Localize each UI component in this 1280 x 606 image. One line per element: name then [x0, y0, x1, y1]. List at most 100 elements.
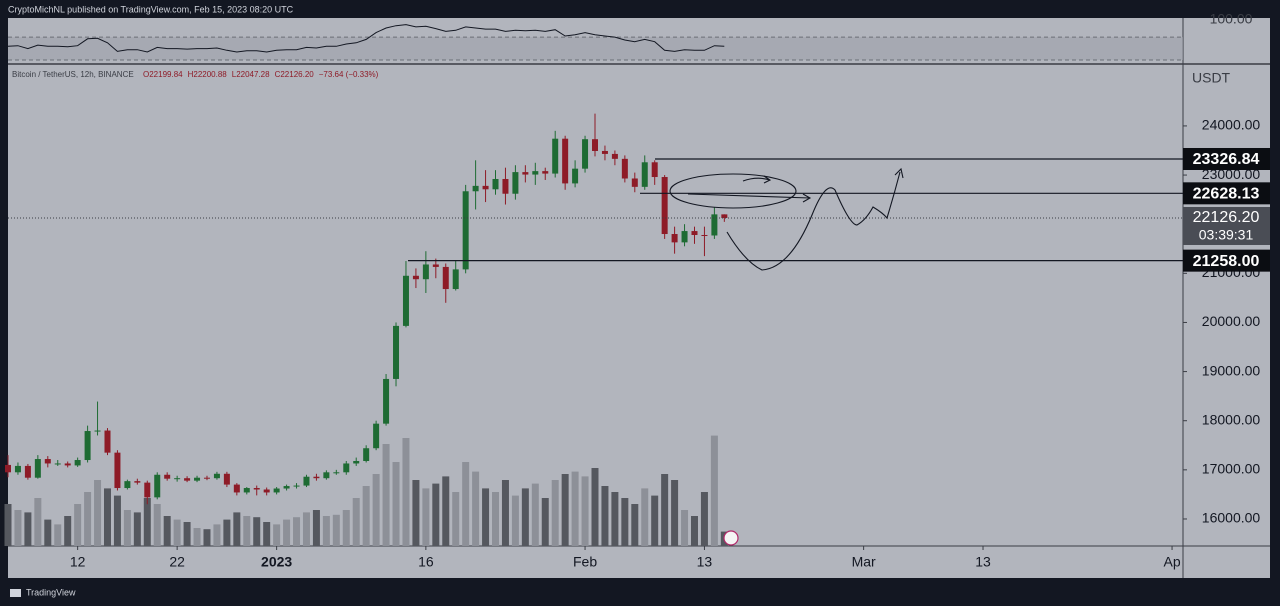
level-badge — [1183, 249, 1270, 272]
ohlc-legend: −73.64 (−0.33%) — [319, 70, 379, 79]
candle-body — [611, 153, 618, 159]
rsi-tick-label: 100.00 — [1210, 11, 1253, 27]
event-icon — [723, 530, 739, 546]
candle-body — [74, 460, 81, 466]
volume-bar — [362, 486, 370, 546]
volume-bar — [193, 528, 201, 546]
x-tick-label: Ap — [1163, 554, 1180, 570]
volume-bar — [273, 524, 281, 546]
ohlc-legend: C22126.20 — [275, 70, 315, 79]
rsi-line — [7, 24, 725, 53]
volume-bar — [561, 474, 569, 546]
volume-bar — [531, 483, 539, 546]
candle-body — [44, 459, 51, 464]
arrow-drawing — [742, 175, 772, 184]
candle-body — [512, 172, 519, 194]
volume-bar — [452, 492, 460, 546]
volume-bar — [203, 529, 211, 546]
currency-label: USDT — [1192, 70, 1231, 86]
volume-bar — [611, 492, 619, 546]
drawing — [669, 167, 904, 271]
candle-body — [701, 234, 708, 236]
candle-body — [203, 477, 210, 479]
candle-body — [492, 178, 499, 190]
y-tick-label: 20000.00 — [1202, 313, 1261, 329]
candle-body — [711, 214, 718, 236]
candle-body — [641, 162, 648, 187]
volume-bar — [382, 444, 390, 546]
volume-bar — [581, 476, 589, 546]
candle-body — [94, 430, 101, 432]
countdown: 03:39:31 — [1199, 227, 1254, 243]
arrow-drawing — [687, 193, 812, 203]
volume-bar — [143, 498, 151, 546]
volume-bar — [213, 524, 221, 546]
candle-body — [154, 474, 161, 498]
volume-bar — [392, 462, 400, 546]
volume-bar — [84, 492, 92, 546]
footer-logo — [10, 589, 21, 597]
volume-bar — [54, 524, 62, 546]
ohlc-legend: H22200.88 — [188, 70, 228, 79]
x-tick-label: 22 — [169, 554, 185, 570]
volume-bar — [223, 519, 231, 546]
candle-body — [353, 461, 360, 464]
volume-bar — [422, 488, 430, 546]
candle-body — [542, 171, 549, 174]
candle-body — [303, 476, 310, 486]
volume-bar — [4, 504, 12, 546]
candle-body — [64, 463, 71, 466]
candle-body — [54, 463, 61, 465]
last-price-badge — [1183, 206, 1270, 245]
ellipse-drawing — [669, 173, 797, 209]
candle-body — [114, 452, 121, 489]
candle-body — [552, 138, 559, 174]
volume-bar — [621, 498, 629, 546]
level-badge — [1183, 147, 1270, 170]
candle-body — [104, 430, 111, 453]
ohlc-legend: O22199.84 — [143, 70, 183, 79]
candle-body — [681, 231, 688, 243]
volume-bar — [482, 488, 490, 546]
volume-bar — [571, 471, 579, 546]
candle-body — [343, 463, 350, 473]
candle-body — [5, 464, 11, 473]
volume-bar — [671, 480, 679, 546]
candle-body — [442, 266, 449, 290]
path-drawing — [726, 167, 904, 271]
candle-body — [402, 275, 409, 326]
volume-bar — [501, 480, 509, 546]
volume-bar — [442, 476, 450, 546]
candle-body — [472, 185, 479, 192]
volume-bar — [681, 510, 689, 546]
footer: TradingView — [26, 587, 76, 597]
candle-body — [502, 178, 509, 194]
x-tick-label: Mar — [852, 554, 876, 570]
volume-bar — [103, 488, 111, 546]
volume-bar — [541, 498, 549, 546]
volume-bar — [113, 495, 121, 546]
x-tick-label: 12 — [70, 554, 86, 570]
y-tick-label: 17000.00 — [1202, 461, 1261, 477]
last-price-label: 22126.20 — [1193, 209, 1260, 226]
candle-body — [253, 488, 260, 490]
volume-bar — [34, 498, 42, 546]
x-tick-label: 13 — [975, 554, 991, 570]
volume-bar — [631, 504, 639, 546]
level-label: 22628.13 — [1193, 186, 1260, 203]
candle-body — [24, 465, 31, 478]
candle-body — [233, 484, 240, 493]
y-tick-label: 16000.00 — [1202, 510, 1261, 526]
volume-bar — [332, 514, 340, 546]
volume-bar — [591, 468, 599, 546]
candle-body — [592, 139, 598, 151]
candle-body — [243, 488, 250, 493]
symbol-label: Bitcoin / TetherUS, 12h, BINANCE — [12, 70, 134, 79]
candle-body — [184, 478, 191, 481]
volume-bar — [651, 495, 659, 546]
volume-bar — [472, 471, 480, 546]
candle-body — [452, 269, 459, 290]
volume-bar — [690, 516, 698, 546]
y-tick-label: 24000.00 — [1202, 117, 1261, 133]
